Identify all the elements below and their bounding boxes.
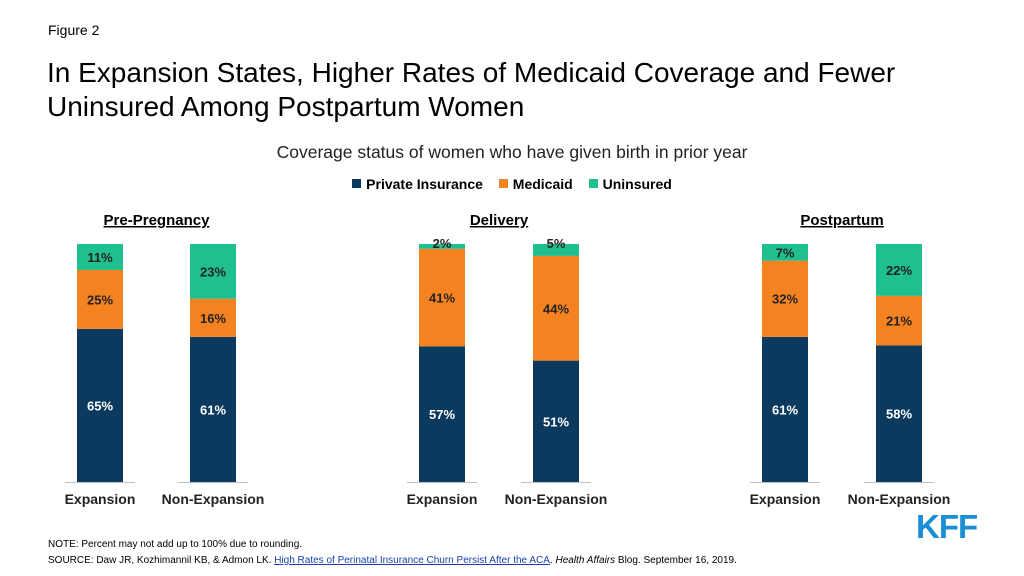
category-label: Non-Expansion bbox=[848, 491, 951, 507]
category-label: Expansion bbox=[407, 491, 478, 507]
bar-segment-medicaid bbox=[77, 269, 123, 329]
source-suffix: Blog. September 16, 2019. bbox=[615, 555, 737, 566]
data-label-uninsured: 7% bbox=[776, 245, 795, 260]
chart-legend: Private Insurance Medicaid Uninsured bbox=[0, 176, 1024, 192]
source-prefix: SOURCE: Daw JR, Kozhimannil KB, & Admon … bbox=[48, 555, 275, 566]
bar-segment-private-insurance bbox=[419, 346, 465, 482]
legend-swatch-medicaid bbox=[498, 179, 508, 188]
bar-segment-uninsured bbox=[77, 244, 123, 270]
figure-label: Figure 2 bbox=[48, 22, 100, 38]
bar-segment-medicaid bbox=[533, 255, 579, 361]
chart-title: In Expansion States, Higher Rates of Med… bbox=[47, 57, 896, 122]
legend-swatch-private bbox=[352, 179, 362, 188]
data-label-uninsured: 22% bbox=[886, 263, 912, 278]
bar-segment-medicaid bbox=[762, 260, 808, 337]
legend-item-medicaid: Medicaid bbox=[498, 176, 573, 192]
source-publication: Health Affairs bbox=[555, 555, 616, 566]
legend-label-medicaid: Medicaid bbox=[512, 176, 573, 192]
data-label-uninsured: 11% bbox=[87, 250, 113, 265]
source-link[interactable]: High Rates of Perinatal Insurance Churn … bbox=[274, 555, 550, 566]
legend-label-uninsured: Uninsured bbox=[602, 176, 672, 192]
kff-logo: KFF bbox=[916, 508, 978, 545]
data-label-private-insurance: 51% bbox=[543, 414, 569, 429]
legend-item-uninsured: Uninsured bbox=[588, 176, 672, 192]
category-label: Non-Expansion bbox=[162, 491, 265, 507]
data-label-private-insurance: 61% bbox=[200, 402, 226, 417]
bar-segment-private-insurance bbox=[533, 360, 579, 482]
legend-item-private: Private Insurance bbox=[352, 176, 483, 192]
chart-note: NOTE: Percent may not add up to 100% due… bbox=[48, 539, 303, 550]
bar-segment-uninsured bbox=[190, 244, 236, 299]
data-label-medicaid: 41% bbox=[429, 291, 455, 306]
bar-segment-uninsured bbox=[876, 244, 922, 296]
bar-segment-uninsured bbox=[762, 244, 808, 261]
category-label: Expansion bbox=[750, 491, 821, 507]
bar-segment-medicaid bbox=[876, 295, 922, 346]
data-label-medicaid: 32% bbox=[772, 292, 798, 307]
legend-swatch-uninsured bbox=[588, 179, 598, 188]
data-label-private-insurance: 57% bbox=[429, 407, 455, 422]
bar-segment-uninsured bbox=[419, 244, 465, 249]
category-label: Expansion bbox=[65, 491, 136, 507]
bar-segment-medicaid bbox=[190, 298, 236, 337]
source-middle: . bbox=[549, 555, 556, 566]
bar-segment-private-insurance bbox=[77, 328, 123, 482]
legend-label-private: Private Insurance bbox=[366, 176, 483, 192]
chart-subtitle: Coverage status of women who have given … bbox=[276, 142, 748, 162]
data-label-private-insurance: 65% bbox=[87, 398, 113, 413]
data-label-medicaid: 25% bbox=[87, 292, 113, 307]
group-title-postpartum: Postpartum bbox=[800, 212, 883, 229]
bar-segment-uninsured bbox=[533, 244, 579, 256]
data-label-private-insurance: 61% bbox=[772, 402, 798, 417]
data-label-uninsured: 2% bbox=[433, 236, 452, 251]
data-label-uninsured: 5% bbox=[547, 236, 566, 251]
group-title-pre-pregnancy: Pre-Pregnancy bbox=[104, 212, 211, 229]
data-label-medicaid: 21% bbox=[886, 314, 912, 329]
data-label-medicaid: 16% bbox=[200, 311, 226, 326]
data-label-uninsured: 23% bbox=[200, 264, 226, 279]
chart-source: SOURCE: Daw JR, Kozhimannil KB, & Admon … bbox=[48, 555, 737, 566]
bar-segment-medicaid bbox=[419, 248, 465, 347]
bar-segment-private-insurance bbox=[876, 345, 922, 482]
group-title-delivery: Delivery bbox=[470, 212, 529, 229]
data-label-medicaid: 44% bbox=[543, 301, 569, 316]
bar-segment-private-insurance bbox=[190, 336, 236, 482]
bar-segment-private-insurance bbox=[762, 336, 808, 482]
data-label-private-insurance: 58% bbox=[886, 407, 912, 422]
category-label: Non-Expansion bbox=[505, 491, 608, 507]
